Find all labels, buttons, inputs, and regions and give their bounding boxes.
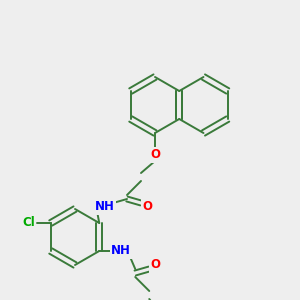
Text: NH: NH (111, 244, 131, 257)
Text: Cl: Cl (22, 217, 35, 230)
Text: NH: NH (95, 200, 115, 214)
Text: O: O (142, 200, 152, 214)
Text: O: O (150, 148, 160, 161)
Text: O: O (150, 259, 160, 272)
